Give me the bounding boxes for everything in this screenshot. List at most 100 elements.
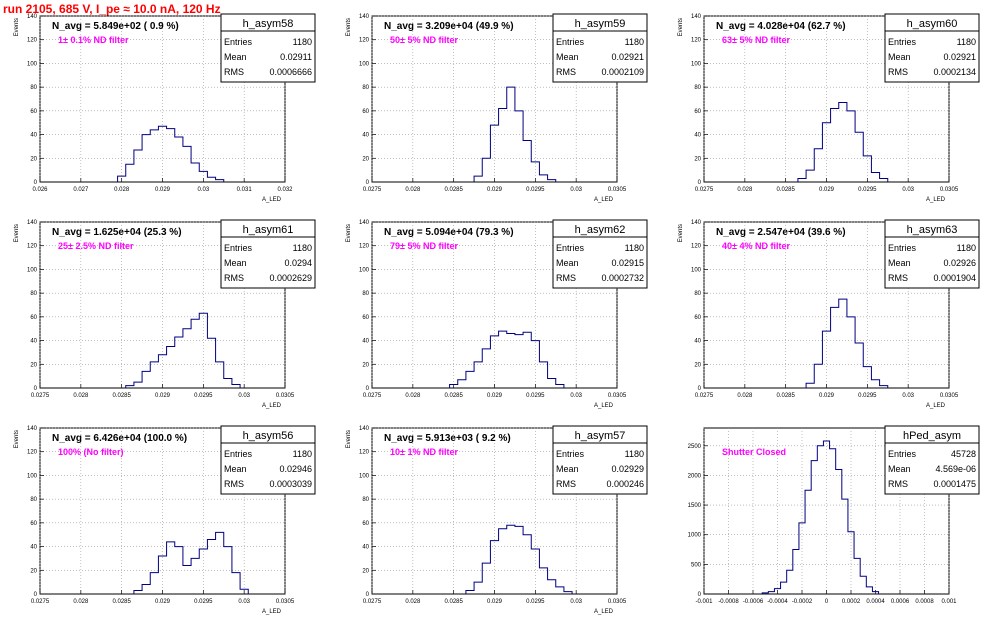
y-tick-label: 140 [359,14,370,20]
x-tick-label: 0.028 [114,187,130,193]
panel-h_asym56: 0.0275 0.028 0.0285 0.029 0.0295 0.03 0.0305 0 2… [14,425,316,615]
y-tick-label: 60 [694,109,701,115]
stats-value: 45728 [951,449,976,459]
n-avg-label: N_avg = 5.094e+04 (79.3 %) [384,227,514,238]
n-avg-label: N_avg = 5.913e+03 ( 9.2 %) [384,433,511,444]
stats-title: h_asym59 [575,18,626,30]
stats-value: 0.0001904 [933,273,976,283]
stats-value: 1180 [957,37,976,47]
y-tick-label: 120 [691,244,702,250]
x-tick-label: 0.028 [73,599,89,605]
stats-value: 0.02926 [943,258,976,268]
y-axis-label: Events [346,224,352,242]
hist-outline [117,125,225,182]
stats-key: Entries [888,37,917,47]
y-tick-label: 60 [30,521,37,527]
y-tick-label: 140 [359,426,370,432]
hist-outline [449,330,565,388]
x-tick-label: 0.0008 [915,599,934,605]
y-tick-label: 140 [27,220,38,226]
x-tick-label: 0.0295 [858,187,877,193]
stats-value: 0.0003039 [269,479,312,489]
y-tick-label: 120 [359,38,370,44]
y-tick-label: 100 [27,267,38,273]
n-avg-label: N_avg = 5.849e+02 ( 0.9 %) [52,21,179,32]
stats-key: Mean [224,52,247,62]
x-tick-label: 0.0285 [444,187,463,193]
x-tick-label: 0.029 [155,393,171,399]
stats-value: 0.02929 [611,464,644,474]
y-tick-label: 100 [691,61,702,67]
y-tick-label: 80 [362,497,369,503]
x-tick-label: 0.0006 [891,599,910,605]
stats-value: 0.0001475 [933,479,976,489]
stats-key: Mean [224,464,247,474]
hist-outline [473,86,557,182]
y-axis-label: Events [346,430,352,448]
x-tick-label: 0.0275 [695,393,714,399]
x-tick-label: 0.0285 [444,393,463,399]
x-tick-label: 0.0275 [695,187,714,193]
y-tick-label: 60 [362,521,369,527]
stats-title: h_asym56 [243,430,294,442]
stats-key: Mean [888,52,911,62]
hist-outline [805,298,889,388]
stats-title: h_asym61 [243,224,294,236]
stats-key: Mean [224,258,247,268]
x-tick-label: 0.03 [902,187,914,193]
stats-key: Entries [224,449,253,459]
filter-label: Shutter Closed [722,447,786,457]
x-tick-label: 0.028 [737,187,753,193]
stats-title: h_asym63 [907,224,958,236]
stats-value: 1180 [293,243,312,253]
x-tick-label: 0.028 [737,393,753,399]
x-tick-label: 0.03 [238,393,250,399]
x-tick-label: 0.0285 [776,187,795,193]
filter-label: 63± 5% ND filter [722,35,790,45]
y-tick-label: 120 [27,38,38,44]
hist-outline [465,524,573,594]
stats-value: 4.569e-06 [935,464,976,474]
x-tick-label: 0.0295 [526,393,545,399]
x-tick-label: 0.001 [941,599,957,605]
x-tick-label: 0.0285 [112,393,131,399]
x-tick-label: 0.0004 [866,599,885,605]
y-tick-label: 80 [362,291,369,297]
x-axis-label: A_LED [262,197,282,203]
y-tick-label: 140 [691,220,702,226]
panel-h_asym58: 0.026 0.027 0.028 0.029 0.03 0.031 0.032 0 20 40 6… [14,13,316,203]
x-tick-label: -0.001 [695,599,713,605]
y-tick-label: 120 [359,244,370,250]
x-tick-label: 0.03 [902,393,914,399]
x-tick-label: 0.0285 [776,393,795,399]
y-tick-label: 120 [691,38,702,44]
stats-box [220,30,316,83]
stats-value: 0.000246 [606,479,644,489]
stats-box [552,236,648,289]
y-tick-label: 40 [30,339,37,345]
y-tick-label: 100 [27,473,38,479]
stats-value: 0.0006666 [269,67,312,77]
panel-h_asym63: 0.0275 0.028 0.0285 0.029 0.0295 0.03 0.0305 0 2… [678,219,980,409]
stats-value: 0.02921 [611,52,644,62]
x-axis-label: A_LED [262,609,282,615]
x-tick-label: 0.029 [487,187,503,193]
y-tick-label: 80 [30,85,37,91]
y-axis-label: Events [14,430,20,448]
hist-outline [797,102,889,182]
stats-key: Entries [888,449,917,459]
stats-box [220,442,316,495]
y-tick-label: 140 [691,14,702,20]
x-axis-label: A_LED [594,609,614,615]
stats-key: RMS [556,479,576,489]
stats-key: RMS [556,67,576,77]
y-tick-label: 80 [694,85,701,91]
stats-key: RMS [888,273,908,283]
y-tick-label: 80 [362,85,369,91]
x-tick-label: 0 [825,599,829,605]
x-tick-label: 0.026 [32,187,48,193]
x-tick-label: 0.0305 [940,393,959,399]
stats-key: Entries [888,243,917,253]
y-tick-label: 20 [362,362,369,368]
x-tick-label: 0.0295 [526,187,545,193]
